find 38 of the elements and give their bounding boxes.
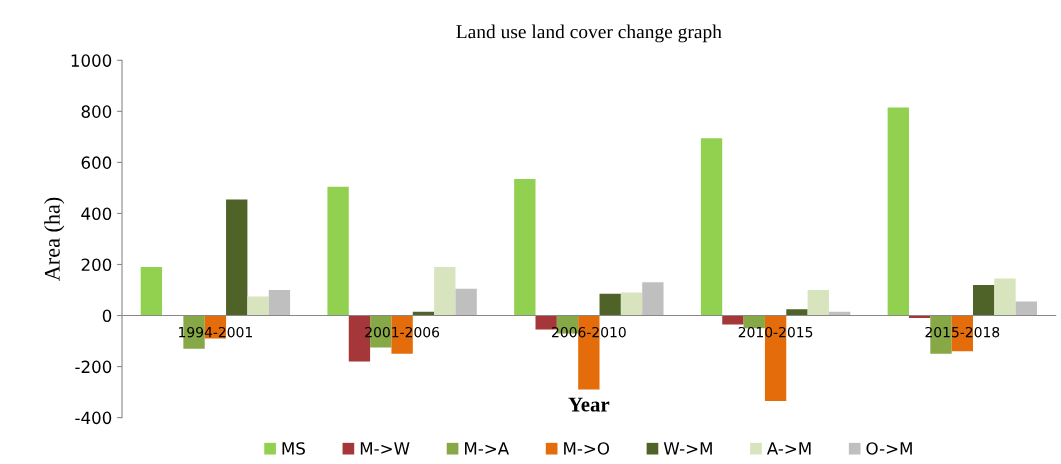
legend-label: W->M [663, 442, 712, 455]
legend-label: MS [282, 442, 305, 455]
bar [620, 292, 643, 316]
bar [1015, 301, 1038, 316]
bar [514, 178, 536, 316]
legend-label: M->W [360, 442, 410, 455]
y-axis-title: Area (ha) [44, 197, 65, 281]
bar [722, 315, 744, 325]
bar [642, 282, 664, 316]
bar [140, 267, 163, 316]
bar [327, 186, 349, 316]
bar [887, 107, 909, 316]
bar [807, 290, 829, 316]
y-tick-label: 200 [81, 258, 112, 272]
legend-label: M->A [465, 442, 510, 455]
y-tick-label: 800 [81, 105, 112, 118]
chart-title: Land use land cover change graph [456, 24, 722, 43]
y-tick-label: -400 [75, 411, 112, 425]
bar [226, 199, 248, 316]
legend-label: O->M [866, 442, 912, 455]
y-tick-label: 400 [81, 207, 112, 221]
y-tick-label: 0 [102, 309, 112, 323]
bar [434, 267, 456, 316]
bar [994, 278, 1016, 316]
bar [786, 309, 808, 316]
legend-label: A->M [766, 442, 811, 455]
bar [599, 293, 621, 316]
bar [268, 290, 291, 316]
bar [973, 284, 995, 316]
y-tick-label: 600 [81, 156, 112, 169]
y-tick-label: 1000 [71, 54, 112, 67]
bar [247, 296, 269, 316]
bar [455, 288, 477, 316]
x-axis-title: Year [568, 397, 610, 412]
bar [743, 315, 765, 329]
legend-label: M->O [564, 442, 610, 455]
bar [700, 138, 723, 316]
y-tick-label: -200 [75, 360, 112, 374]
